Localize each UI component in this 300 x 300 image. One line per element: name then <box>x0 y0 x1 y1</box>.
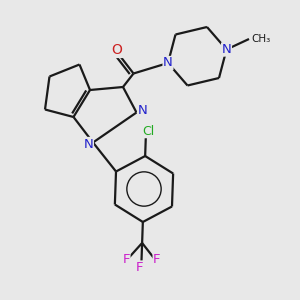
Text: N: N <box>138 104 147 118</box>
Text: F: F <box>136 261 144 274</box>
Text: Cl: Cl <box>142 124 154 138</box>
Text: F: F <box>122 253 130 266</box>
Text: N: N <box>222 43 231 56</box>
Text: F: F <box>153 254 161 266</box>
Text: CH₃: CH₃ <box>251 34 271 44</box>
Text: O: O <box>112 44 122 57</box>
Text: N: N <box>163 56 173 70</box>
Text: N: N <box>84 137 93 151</box>
